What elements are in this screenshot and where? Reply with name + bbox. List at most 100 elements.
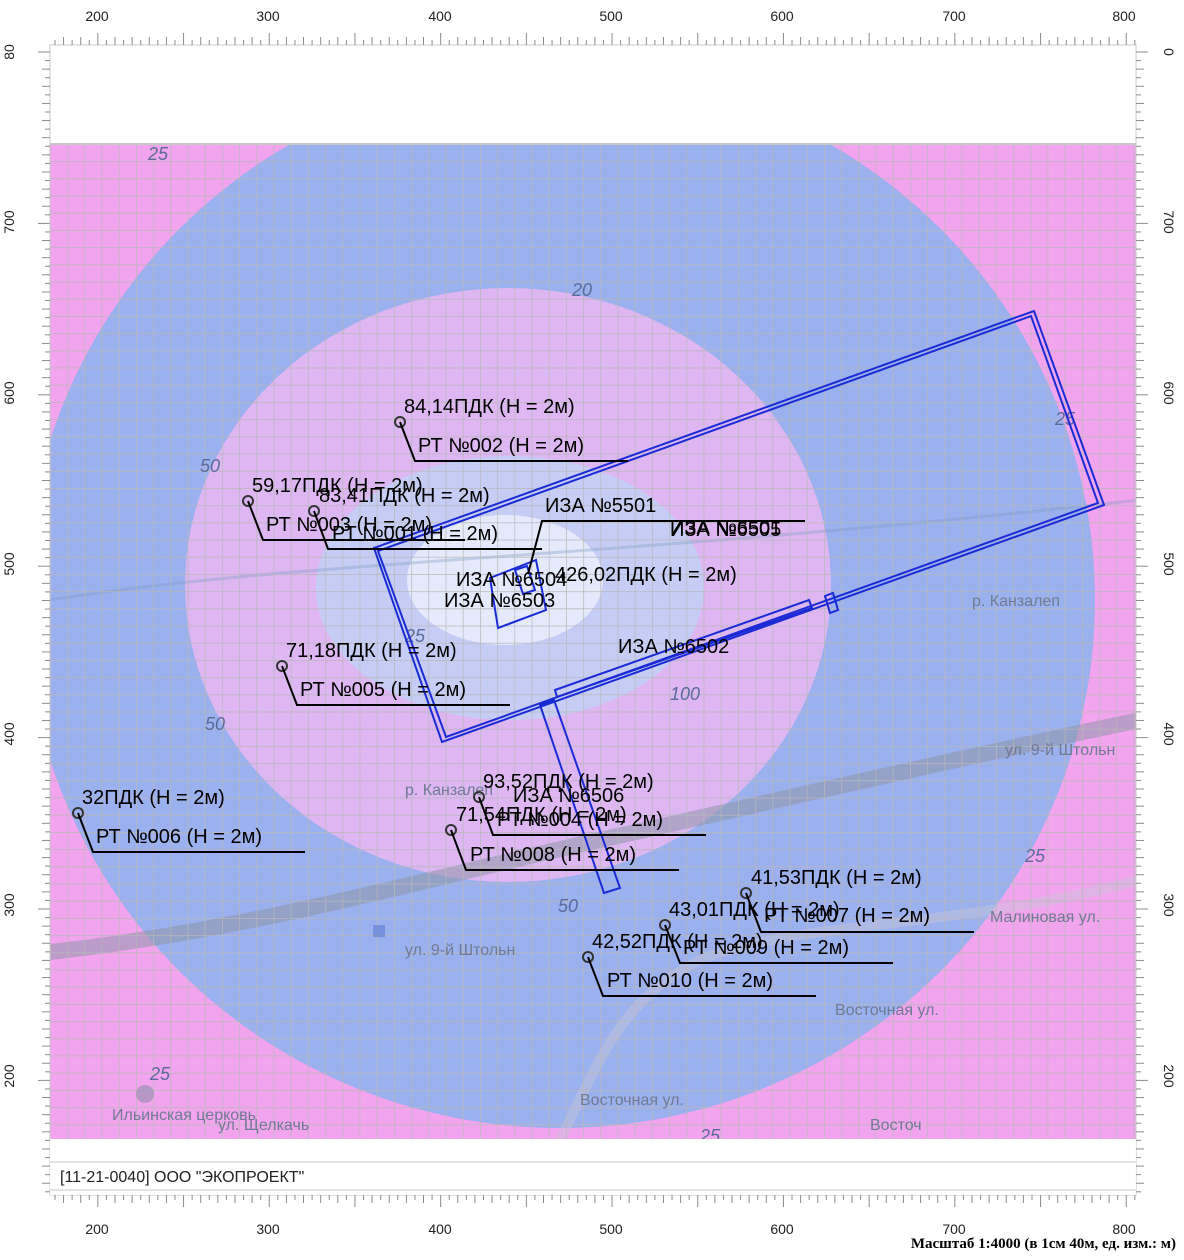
y-tick-label: 300 <box>1 893 17 917</box>
isoline-label: 50 <box>558 896 578 916</box>
source-label: ИЗА №6505 <box>670 519 781 541</box>
receptor-leader <box>450 829 679 871</box>
x-tick-label: 500 <box>599 1221 623 1237</box>
y-tick-label: 600 <box>1 381 17 405</box>
isoline-label: 50 <box>200 456 220 476</box>
footer-bar <box>50 1139 1136 1195</box>
isoline-label: 20 <box>571 280 592 300</box>
isoline-label: 25 <box>147 144 169 164</box>
y-axis-right: 0 700 600 500 400 300 200 <box>1161 48 1177 1088</box>
receptor-value: 59,17ПДК (Н = 2м) <box>252 475 423 497</box>
street-label: Восточная ул. <box>835 1002 939 1019</box>
receptor-name: РТ №007 (Н = 2м) <box>764 905 930 927</box>
receptor-value: 41,53ПДК (Н = 2м) <box>751 867 922 889</box>
receptor-marker[interactable] <box>242 495 254 507</box>
grid-overlay <box>50 144 1136 1139</box>
y-tick-label: 600 <box>1161 381 1177 405</box>
receptor-rt007[interactable]: 41,53ПДК (Н = 2м) РТ №007 (Н = 2м) <box>740 867 974 933</box>
source-iza6504 <box>513 564 537 596</box>
receptor-leader <box>745 892 974 933</box>
church-icon <box>136 1085 154 1103</box>
x-tick-label: 800 <box>1112 1221 1136 1237</box>
receptor-name: РТ №003 (Н = 2м) <box>266 514 432 536</box>
street-label: р. Канзалеп <box>972 593 1060 610</box>
receptor-rt002[interactable]: 84,14ПДК (Н = 2м) РТ №002 (Н = 2м) <box>394 396 628 462</box>
receptor-value: 93,52ПДК (Н = 2м) <box>483 771 654 793</box>
source-polygons <box>372 309 1106 895</box>
receptor-marker[interactable] <box>276 660 288 672</box>
receptor-leader <box>77 812 305 853</box>
y-tick-label: 400 <box>1 722 17 746</box>
y-tick-label: 700 <box>1 210 17 234</box>
street-label: ул. Щелкачь <box>218 1117 309 1134</box>
receptor-value: 43,01ПДК (Н = 2м) <box>669 899 840 921</box>
street-label: Восточ <box>870 1117 922 1134</box>
receptor-rt005[interactable]: 71,18ПДК (Н = 2м) РТ №005 (Н = 2м) <box>276 640 510 706</box>
x-tick-label: 400 <box>428 8 452 24</box>
receptor-marker[interactable] <box>582 951 594 963</box>
receptor-name: РТ №001 (Н = 2м) <box>332 523 498 545</box>
source-label: ИЗА №6503 <box>444 590 555 612</box>
x-tick-label: 700 <box>942 1221 966 1237</box>
receptor-leader <box>399 421 628 462</box>
source-iza6503 <box>488 558 548 630</box>
receptor-rt006[interactable]: 32ПДК (Н = 2м) РТ №006 (Н = 2м) <box>72 787 305 853</box>
x-tick-label: 700 <box>942 8 966 24</box>
receptor-marker[interactable] <box>473 791 485 803</box>
receptor-rt003[interactable]: 59,17ПДК (Н = 2м) РТ №003 (Н = 2м) <box>242 475 465 541</box>
y-tick-label: 300 <box>1161 893 1177 917</box>
isoline-label: 25 <box>149 1064 171 1084</box>
isoline-label: 25 <box>699 1126 721 1146</box>
source-label: ИЗА №6504 <box>456 569 567 591</box>
source-iza6506 <box>538 698 622 895</box>
receptor-leader <box>313 510 542 550</box>
street-label: ул. 9-й Штольн <box>1005 742 1115 759</box>
receptor-name: РТ №008 (Н = 2м) <box>470 844 636 866</box>
y-tick-label: 700 <box>1161 210 1177 234</box>
receptor-name: РТ №002 (Н = 2м) <box>418 435 584 457</box>
receptor-value: 42,52ПДК (Н = 2м) <box>592 931 763 953</box>
x-tick-label: 200 <box>85 1221 109 1237</box>
receptor-rt004[interactable]: 93,52ПДК (Н = 2м) РТ №004 (Н = 2м) <box>473 771 706 836</box>
receptor-leader <box>281 665 510 706</box>
street-label: Восточная ул. <box>580 1092 684 1109</box>
receptor-marker[interactable] <box>740 887 752 899</box>
x-tick-label: 500 <box>599 8 623 24</box>
receptor-rt008[interactable]: 71,54ПДК (Н = 2м) РТ №008 (Н = 2м) <box>445 804 679 871</box>
y-axis-left: 80 700 600 500 400 300 200 <box>1 44 17 1088</box>
isoline-label: 25 <box>404 626 426 646</box>
street-label: Малиновая ул. <box>990 909 1100 926</box>
organization-label: [11-21-0040] ООО "ЭКОПРОЕКТ" <box>60 1169 304 1186</box>
y-tick-label: 500 <box>1161 552 1177 576</box>
x-tick-label: 200 <box>85 8 109 24</box>
receptor-rt009[interactable]: 43,01ПДК (Н = 2м) РТ №009 (Н = 2м) <box>659 899 893 964</box>
source-labels: ИЗА №5501 ИЗА №6501 ИЗА №6505 ИЗА №6504 … <box>444 495 805 807</box>
source-leader <box>527 520 805 575</box>
receptor-marker[interactable] <box>308 505 320 517</box>
street-label: Малин <box>1095 1137 1145 1154</box>
receptor-name: РТ №010 (Н = 2м) <box>607 970 773 992</box>
y-tick-label: 400 <box>1161 722 1177 746</box>
receptor-name: РТ №006 (Н = 2м) <box>96 826 262 848</box>
receptor-marker[interactable] <box>394 416 406 428</box>
max-value-label: 426,02ПДК (Н = 2м) <box>555 564 737 586</box>
receptor-marker[interactable] <box>445 824 457 836</box>
y-tick-label: 80 <box>1 44 17 60</box>
receptor-rt010[interactable]: 42,52ПДК (Н = 2м) РТ №010 (Н = 2м) <box>582 931 816 997</box>
receptor-value: 83,41ПДК (Н = 2м) <box>319 485 490 507</box>
street-label: ул. 9-й Штольн <box>405 942 515 959</box>
receptor-name: РТ №004 (Н = 2м) <box>497 809 663 831</box>
y-tick-label: 200 <box>1161 1064 1177 1088</box>
ruler-ticks <box>38 33 1148 1207</box>
receptor-rt001[interactable]: 83,41ПДК (Н = 2м) РТ №001 (Н = 2м) <box>308 485 542 550</box>
receptor-leader <box>664 924 893 964</box>
receptor-leader <box>247 500 465 541</box>
receptor-leader <box>587 956 816 997</box>
receptor-value: 71,18ПДК (Н = 2м) <box>286 640 457 662</box>
x-tick-label: 600 <box>770 8 794 24</box>
receptor-marker[interactable] <box>72 807 84 819</box>
isoline-label: 25 <box>1024 846 1046 866</box>
x-tick-label: 600 <box>770 1221 794 1237</box>
receptor-marker[interactable] <box>659 919 671 931</box>
